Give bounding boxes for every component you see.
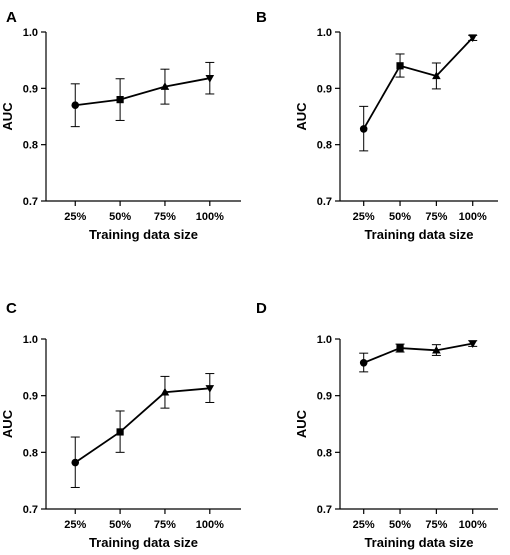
panel-letter: B <box>256 9 267 26</box>
x-tick-label: 25% <box>64 211 86 223</box>
data-point-triangle-down <box>468 340 478 349</box>
x-tick-label: 100% <box>459 519 487 531</box>
data-point-circle <box>359 359 368 367</box>
x-tick-label: 50% <box>109 211 131 223</box>
y-tick-label: 0.7 <box>23 504 38 516</box>
series-line <box>362 37 474 130</box>
y-tick-label: 0.9 <box>317 83 332 95</box>
x-tick-label: 75% <box>425 519 447 531</box>
y-tick-label: 0.8 <box>317 447 332 459</box>
panel-letter: C <box>6 300 17 317</box>
data-point-triangle-up <box>160 82 170 90</box>
x-tick-label: 50% <box>109 519 131 531</box>
y-tick-label: 1.0 <box>23 334 38 346</box>
y-tick-label: 0.9 <box>23 83 38 95</box>
y-tick-label: 0.8 <box>317 140 332 152</box>
y-axis-title: AUC <box>294 409 309 438</box>
data-point-triangle-up <box>160 387 170 396</box>
y-tick-label: 0.8 <box>23 140 38 152</box>
data-point-circle <box>71 458 80 467</box>
y-tick-label: 1.0 <box>23 27 38 39</box>
data-point-circle <box>71 101 80 110</box>
x-axis-title: Training data size <box>364 535 473 550</box>
y-axis-title: AUC <box>0 409 15 438</box>
data-point-square <box>116 428 124 436</box>
series-line <box>363 342 473 364</box>
data-point-square <box>396 344 404 352</box>
x-tick-label: 75% <box>425 211 447 223</box>
y-tick-label: 0.9 <box>23 391 38 403</box>
y-tick-label: 1.0 <box>317 334 332 346</box>
data-point-circle <box>359 125 368 133</box>
data-point-triangle-down <box>468 34 478 43</box>
x-tick-label: 50% <box>389 211 411 223</box>
x-tick-label: 100% <box>196 519 224 531</box>
y-tick-label: 0.9 <box>317 391 332 403</box>
data-point-triangle-up <box>432 345 441 354</box>
data-point-square <box>116 96 124 104</box>
series-line <box>75 77 210 107</box>
series-line <box>74 387 210 464</box>
y-tick-label: 0.7 <box>317 196 332 208</box>
data-point-triangle-down <box>205 385 215 393</box>
x-tick-label: 25% <box>353 519 375 531</box>
x-axis-title: Training data size <box>364 227 473 242</box>
y-axis-title: AUC <box>294 102 309 131</box>
chart-panel-a: A 0.7 0.8 0.9 1.0 25% 50% 75% 100% Training data … <box>0 9 241 242</box>
panel-letter: A <box>6 9 17 26</box>
x-tick-label: 75% <box>154 211 176 223</box>
data-point-triangle-down <box>205 74 215 83</box>
y-tick-label: 0.8 <box>23 447 38 459</box>
x-axis-title: Training data size <box>89 227 198 242</box>
panel-letter: D <box>256 300 267 317</box>
y-tick-label: 0.7 <box>317 504 332 516</box>
chart-panel-c: C 0.7 0.8 0.9 1.0 25% 50% 75% 100% Training data … <box>0 300 241 550</box>
x-tick-label: 25% <box>353 211 375 223</box>
y-tick-label: 1.0 <box>317 27 332 39</box>
chart-panel-b: B 0.7 0.8 0.9 1.0 25% 50% 75% 100% Training data … <box>256 9 498 242</box>
chart-panel-d: D 0.7 0.8 0.9 1.0 25% 50% 75% 100% Training data … <box>256 300 498 550</box>
x-tick-label: 25% <box>64 519 86 531</box>
y-tick-label: 0.7 <box>23 196 38 208</box>
x-tick-label: 75% <box>154 519 176 531</box>
data-point-square <box>396 62 404 70</box>
x-tick-label: 100% <box>196 211 224 223</box>
x-tick-label: 100% <box>459 211 487 223</box>
x-tick-label: 50% <box>389 519 411 531</box>
y-axis-title: AUC <box>0 102 15 131</box>
x-axis-title: Training data size <box>89 535 198 550</box>
data-point-triangle-up <box>432 71 441 80</box>
